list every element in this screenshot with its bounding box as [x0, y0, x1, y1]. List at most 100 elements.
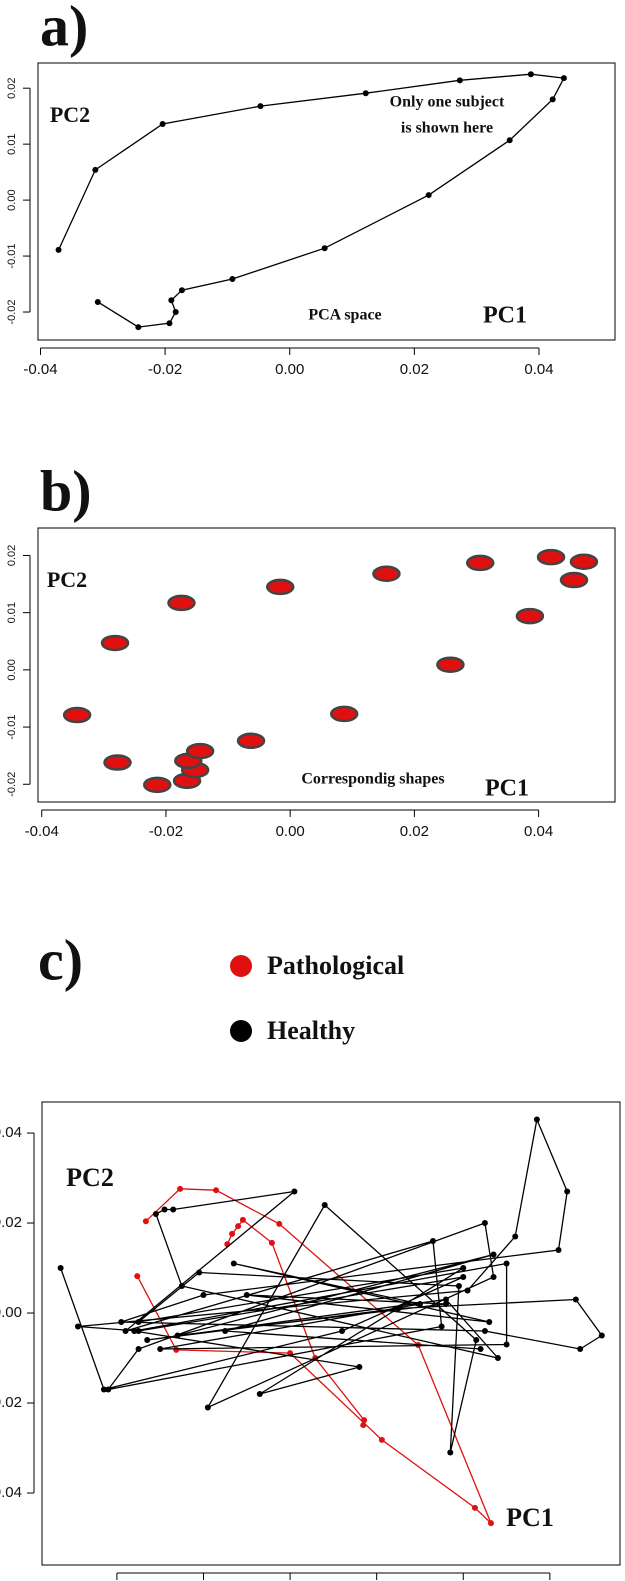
- point: [477, 1346, 484, 1353]
- point: [178, 1283, 185, 1290]
- point: [490, 1274, 497, 1281]
- legend-marker: [230, 1020, 252, 1042]
- point: [560, 75, 567, 82]
- shape-marker: [62, 706, 92, 724]
- point: [134, 1273, 141, 1280]
- point: [360, 1422, 367, 1429]
- shape-marker: [265, 578, 295, 596]
- point: [442, 1301, 449, 1308]
- point: [135, 1328, 142, 1335]
- point: [166, 320, 173, 327]
- point: [122, 1328, 129, 1335]
- point: [257, 103, 264, 110]
- legend-label: Pathological: [267, 951, 404, 980]
- point: [161, 1206, 168, 1213]
- point: [416, 1301, 423, 1308]
- point: [378, 1436, 385, 1443]
- point: [229, 276, 236, 283]
- plot-frame: [41, 1101, 621, 1566]
- shape-marker: [569, 553, 599, 570]
- point: [105, 1386, 112, 1393]
- annotation: PC2: [47, 567, 87, 592]
- point: [464, 1287, 471, 1294]
- shape-marker: [436, 656, 465, 673]
- point: [490, 1251, 497, 1258]
- point: [429, 1238, 436, 1245]
- point: [170, 1206, 177, 1213]
- x-tick-label: -0.04: [23, 361, 57, 378]
- y-tick-label: 0.02: [6, 545, 18, 566]
- point: [268, 1239, 275, 1246]
- plot-frame: [37, 527, 616, 803]
- point: [494, 1355, 501, 1362]
- shape-marker: [515, 607, 545, 625]
- legend-label: Healthy: [267, 1016, 355, 1045]
- point: [460, 1265, 467, 1272]
- point: [442, 1296, 449, 1303]
- point: [503, 1260, 510, 1267]
- point: [481, 1328, 488, 1335]
- point: [243, 1292, 250, 1299]
- y-tick-label: -0.01: [6, 715, 18, 740]
- y-tick-label: -0.01: [6, 244, 18, 269]
- y-tick-label: 0.01: [6, 133, 18, 154]
- x-tick-label: 0.00: [275, 361, 304, 378]
- point: [456, 77, 463, 84]
- shape-marker: [465, 554, 495, 572]
- point: [239, 1216, 246, 1223]
- point: [57, 1265, 64, 1272]
- point: [598, 1332, 605, 1339]
- point: [157, 1346, 164, 1353]
- point: [486, 1319, 493, 1326]
- point: [135, 1319, 142, 1326]
- point: [74, 1323, 81, 1330]
- point: [159, 120, 166, 127]
- shape-marker: [185, 742, 215, 760]
- point: [55, 246, 62, 253]
- legend-marker: [230, 955, 252, 977]
- point: [172, 309, 179, 316]
- shape-marker: [536, 548, 566, 566]
- point: [356, 1364, 363, 1371]
- x-tick-label: -0.02: [148, 361, 182, 378]
- point: [460, 1274, 467, 1281]
- point: [425, 192, 432, 199]
- point: [196, 1269, 203, 1276]
- annotation: PC1: [483, 303, 527, 329]
- y-tick-label: -0.02: [6, 772, 18, 797]
- point: [564, 1188, 571, 1195]
- annotation: is shown here: [401, 120, 493, 137]
- point: [230, 1260, 237, 1267]
- shape-marker: [100, 634, 130, 652]
- shape-marker: [103, 754, 132, 771]
- x-tick-label: 0.04: [524, 361, 553, 378]
- y-tick-label: 0.04: [0, 1124, 22, 1141]
- point: [177, 1185, 184, 1192]
- point: [256, 1391, 263, 1398]
- point: [94, 298, 101, 305]
- point: [142, 1218, 149, 1225]
- point: [572, 1296, 579, 1303]
- x-tick-label: -0.04: [25, 823, 59, 840]
- y-tick-label: 0.00: [0, 1304, 22, 1321]
- point: [135, 324, 142, 331]
- shape-marker: [372, 565, 401, 583]
- annotation: PC2: [66, 1163, 114, 1192]
- x-tick-label: 0.02: [400, 361, 429, 378]
- point: [577, 1346, 584, 1353]
- point: [549, 96, 556, 103]
- y-tick-label: -0.02: [6, 299, 18, 324]
- y-tick-label: 0.00: [6, 659, 18, 680]
- point: [200, 1292, 207, 1299]
- point: [481, 1220, 488, 1227]
- point: [152, 1211, 159, 1218]
- series-line: [58, 73, 565, 328]
- annotation: Only one subject: [390, 94, 505, 111]
- point: [438, 1323, 445, 1330]
- y-tick-label: 0.02: [6, 77, 18, 98]
- point: [168, 297, 175, 304]
- shape-marker: [559, 571, 589, 589]
- annotation: PC2: [50, 102, 90, 127]
- panel-label: c): [38, 927, 83, 992]
- y-tick-label: 0.00: [6, 189, 18, 210]
